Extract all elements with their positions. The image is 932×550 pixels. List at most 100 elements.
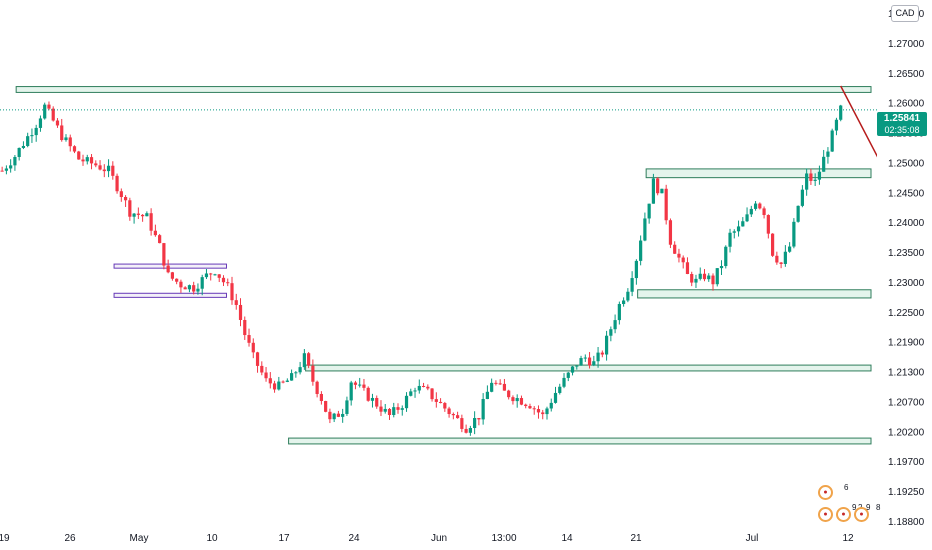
candle-body bbox=[477, 417, 481, 420]
y-tick-label: 1.21900 bbox=[888, 338, 925, 349]
candle-body bbox=[0, 170, 4, 172]
zone-rect[interactable] bbox=[305, 364, 872, 372]
candle-body bbox=[800, 189, 804, 206]
candle-body bbox=[532, 408, 536, 410]
candle-body bbox=[123, 197, 128, 201]
y-tick-label: 1.24500 bbox=[888, 188, 925, 199]
zone-rect[interactable] bbox=[113, 292, 227, 298]
candle-body bbox=[745, 214, 749, 222]
candle-body bbox=[796, 205, 800, 222]
bar-countdown: 02:35:08 bbox=[884, 125, 920, 135]
time-axis[interactable]: 19 26 May 10 17 24 Jun 13:00 14 21 Jul 12 bbox=[0, 533, 854, 544]
currency-label[interactable]: CAD bbox=[891, 5, 919, 22]
candle-body bbox=[392, 407, 396, 415]
y-tick-label: 1.23000 bbox=[888, 278, 925, 289]
candle-body bbox=[179, 281, 183, 288]
x-tick-label: 14 bbox=[561, 533, 573, 544]
candle-body bbox=[515, 398, 519, 402]
event-count: 9 bbox=[866, 503, 871, 512]
candle-body bbox=[775, 255, 779, 263]
zone-rect[interactable] bbox=[637, 289, 872, 299]
time-axis-bg[interactable] bbox=[0, 526, 877, 550]
zone-rect[interactable] bbox=[645, 168, 872, 179]
candle-body bbox=[255, 352, 260, 366]
price-axis-bg[interactable] bbox=[877, 0, 932, 550]
candle-body bbox=[736, 226, 741, 232]
candle-body bbox=[328, 411, 332, 420]
zone-rect[interactable] bbox=[113, 263, 227, 269]
flag-icon[interactable]: ● bbox=[854, 507, 869, 522]
zone-rect[interactable] bbox=[288, 437, 872, 445]
y-tick-label: 1.19250 bbox=[888, 487, 925, 498]
candle-body bbox=[298, 367, 302, 373]
candle-body bbox=[604, 335, 609, 355]
x-tick-label: 10 bbox=[206, 533, 218, 544]
candle-body bbox=[383, 408, 387, 412]
candle-body bbox=[404, 395, 409, 409]
candle-body bbox=[528, 406, 532, 409]
candle-body bbox=[85, 157, 89, 162]
flag-icon[interactable]: ● bbox=[836, 507, 851, 522]
candle-body bbox=[724, 246, 728, 267]
candle-body bbox=[26, 136, 30, 146]
candle-body bbox=[783, 251, 787, 264]
candle-layer bbox=[0, 101, 843, 436]
candle-body bbox=[409, 391, 413, 396]
flag-icon[interactable]: ● bbox=[818, 507, 833, 522]
candle-body bbox=[430, 388, 434, 400]
candle-body bbox=[643, 218, 647, 241]
x-tick-label: Jun bbox=[431, 533, 447, 544]
flag-icon[interactable]: ● bbox=[818, 485, 833, 500]
zone-rect[interactable] bbox=[15, 86, 872, 93]
candle-body bbox=[426, 386, 430, 389]
event-count: 9 bbox=[852, 503, 857, 512]
candle-body bbox=[656, 178, 660, 194]
candle-body bbox=[647, 203, 651, 219]
candle-body bbox=[115, 175, 119, 192]
candle-body bbox=[141, 214, 145, 217]
candle-body bbox=[345, 400, 349, 414]
y-tick-label: 1.24000 bbox=[888, 218, 925, 229]
candle-body bbox=[809, 173, 813, 181]
candle-body bbox=[221, 277, 226, 283]
y-tick-label: 1.19700 bbox=[888, 457, 925, 468]
economic-events[interactable]: ● 6 ● ● 9 2 ● 9 8 bbox=[814, 483, 886, 529]
y-tick-label: 1.18800 bbox=[888, 517, 925, 528]
y-tick-label: 1.22500 bbox=[888, 308, 925, 319]
candle-body bbox=[379, 406, 383, 412]
candle-body bbox=[596, 352, 600, 362]
candle-body bbox=[617, 304, 621, 321]
candle-body bbox=[579, 358, 583, 366]
candle-body bbox=[443, 403, 447, 409]
candle-body bbox=[272, 383, 277, 390]
candle-body bbox=[294, 372, 298, 374]
candle-body bbox=[77, 151, 81, 160]
x-tick-label: 12 bbox=[842, 533, 854, 544]
candle-body bbox=[626, 291, 630, 301]
candle-body bbox=[813, 179, 817, 181]
candle-body bbox=[204, 273, 209, 278]
candle-body bbox=[822, 156, 826, 172]
y-tick-label: 1.21300 bbox=[888, 368, 925, 379]
candle-body bbox=[685, 262, 690, 275]
candle-body bbox=[545, 408, 549, 415]
candle-body bbox=[494, 382, 498, 384]
candle-body bbox=[51, 108, 55, 121]
candle-body bbox=[817, 171, 822, 180]
candle-body bbox=[234, 300, 238, 305]
candle-body bbox=[732, 231, 736, 233]
candle-body bbox=[587, 357, 592, 366]
candle-body bbox=[502, 383, 507, 391]
x-tick-label: 17 bbox=[278, 533, 290, 544]
candle-body bbox=[694, 278, 698, 283]
zone-layer bbox=[15, 86, 872, 445]
y-tick-label: 1.27000 bbox=[888, 39, 925, 50]
candle-body bbox=[575, 365, 579, 367]
x-tick-label: 19 bbox=[0, 533, 10, 544]
candle-body bbox=[341, 413, 345, 417]
candle-body bbox=[630, 278, 634, 292]
candle-body bbox=[9, 165, 13, 169]
candle-body bbox=[570, 366, 575, 373]
candle-body bbox=[839, 105, 843, 120]
